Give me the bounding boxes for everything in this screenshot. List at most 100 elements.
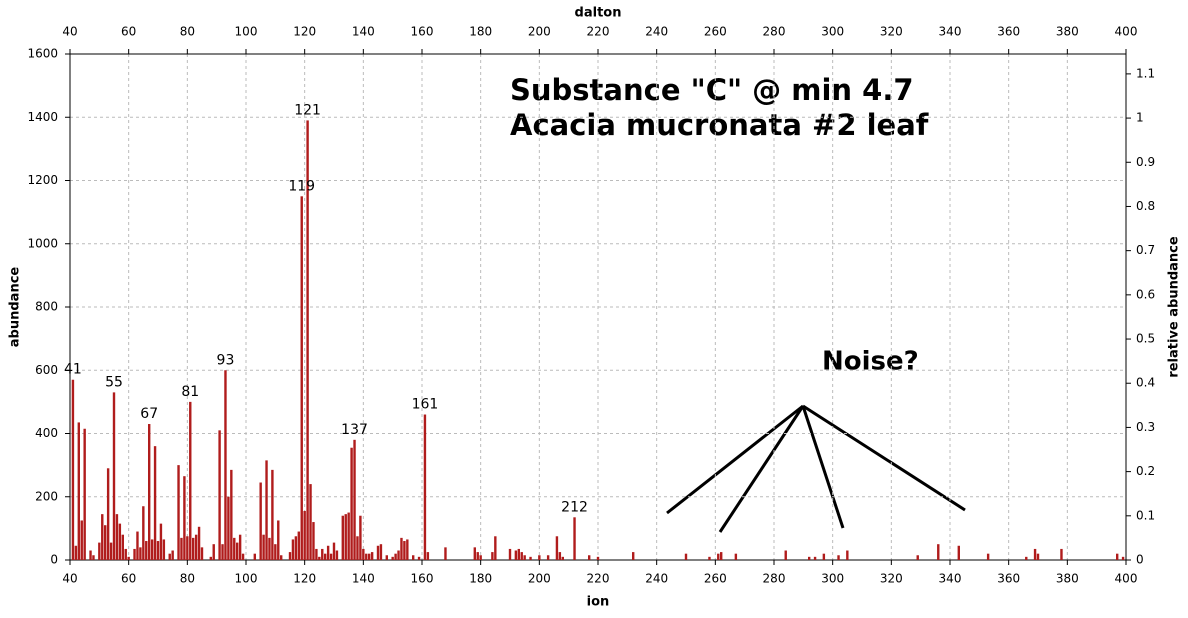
bar — [148, 424, 151, 560]
bar — [385, 555, 388, 560]
x-tick-label: 160 — [411, 572, 434, 586]
bar — [596, 556, 600, 560]
y2-tick-label: 0.1 — [1136, 508, 1155, 522]
x2-tick-label: 400 — [1115, 25, 1138, 39]
x-tick-label: 200 — [528, 572, 551, 586]
bar — [813, 556, 817, 560]
annotation-lines — [666, 404, 966, 533]
bar — [218, 430, 221, 560]
bar — [288, 552, 292, 560]
bar — [473, 547, 476, 560]
x2-axis-label: dalton — [575, 6, 622, 21]
bar — [189, 401, 192, 560]
pointer — [802, 404, 966, 512]
peak-label: 212 — [561, 499, 588, 515]
x-tick-label: 80 — [180, 572, 195, 586]
bar — [127, 556, 130, 560]
bar — [236, 542, 239, 560]
x2-tick-label: 300 — [821, 25, 844, 39]
x2-tick-label: 180 — [469, 25, 492, 39]
x-tick-label: 220 — [587, 572, 610, 586]
bar — [370, 552, 374, 560]
x-tick-label: 320 — [880, 572, 903, 586]
bar — [238, 534, 242, 560]
bar — [837, 555, 840, 560]
bar — [224, 370, 227, 560]
x-tick-label: 240 — [645, 572, 668, 586]
bar — [277, 520, 280, 560]
bar — [417, 556, 421, 560]
bar — [133, 548, 136, 560]
bar — [846, 550, 849, 560]
bar — [517, 548, 520, 560]
y2-tick-label: 0.5 — [1136, 332, 1155, 346]
bar — [303, 510, 306, 560]
x-tick-label: 40 — [62, 572, 77, 586]
bar — [259, 482, 262, 560]
peak-label: 137 — [341, 422, 368, 438]
y-tick-label: 200 — [35, 489, 58, 503]
bar — [80, 520, 83, 560]
x2-tick-label: 40 — [62, 25, 77, 39]
bar — [365, 553, 368, 560]
bar — [514, 550, 518, 560]
x2-tick-label: 100 — [235, 25, 258, 39]
bar — [230, 469, 233, 560]
x-tick-label: 340 — [939, 572, 962, 586]
x2-tick-label: 360 — [997, 25, 1020, 39]
bar — [332, 542, 336, 560]
bar — [221, 544, 224, 560]
bar — [183, 476, 186, 560]
bar — [209, 556, 212, 560]
pointer — [801, 405, 845, 529]
x-axis-label: ion — [587, 595, 610, 610]
bar — [368, 553, 371, 560]
bar — [329, 553, 333, 560]
peak-label: 67 — [140, 406, 158, 422]
bar — [109, 542, 113, 560]
pointer — [666, 404, 804, 515]
bar — [1036, 553, 1040, 560]
bar — [1033, 548, 1037, 560]
x2-tick-label: 240 — [645, 25, 668, 39]
bar — [476, 552, 479, 560]
bar — [555, 536, 559, 560]
bar — [326, 545, 330, 560]
chart-subtitle: Acacia mucronata #2 leaf — [510, 108, 929, 142]
bar — [291, 539, 295, 560]
bar — [573, 517, 576, 560]
x2-tick-label: 80 — [180, 25, 195, 39]
bar — [957, 545, 960, 560]
x-tick-label: 60 — [121, 572, 136, 586]
bar — [150, 539, 154, 560]
x2-tick-label: 200 — [528, 25, 551, 39]
bar — [142, 506, 145, 560]
bar — [426, 552, 430, 560]
peak-label: 119 — [288, 178, 315, 194]
bar — [159, 523, 163, 560]
bar — [529, 556, 532, 560]
bar — [379, 544, 383, 560]
bar — [734, 553, 738, 560]
bar — [406, 539, 409, 560]
bar — [1060, 548, 1063, 560]
x2-tick-label: 60 — [121, 25, 136, 39]
bar — [720, 552, 723, 560]
x2-tick-label: 340 — [939, 25, 962, 39]
bar — [684, 553, 688, 560]
bar — [324, 553, 327, 560]
bar — [538, 555, 541, 560]
bar — [227, 496, 230, 560]
x-tick-label: 380 — [1056, 572, 1079, 586]
bar — [916, 555, 919, 560]
bar — [400, 537, 403, 560]
x2-tick-label: 160 — [411, 25, 434, 39]
bar — [561, 556, 564, 560]
bar — [508, 548, 512, 560]
x2-tick-label: 380 — [1056, 25, 1079, 39]
bar — [588, 555, 591, 560]
bar — [89, 550, 92, 560]
bar — [186, 536, 189, 560]
